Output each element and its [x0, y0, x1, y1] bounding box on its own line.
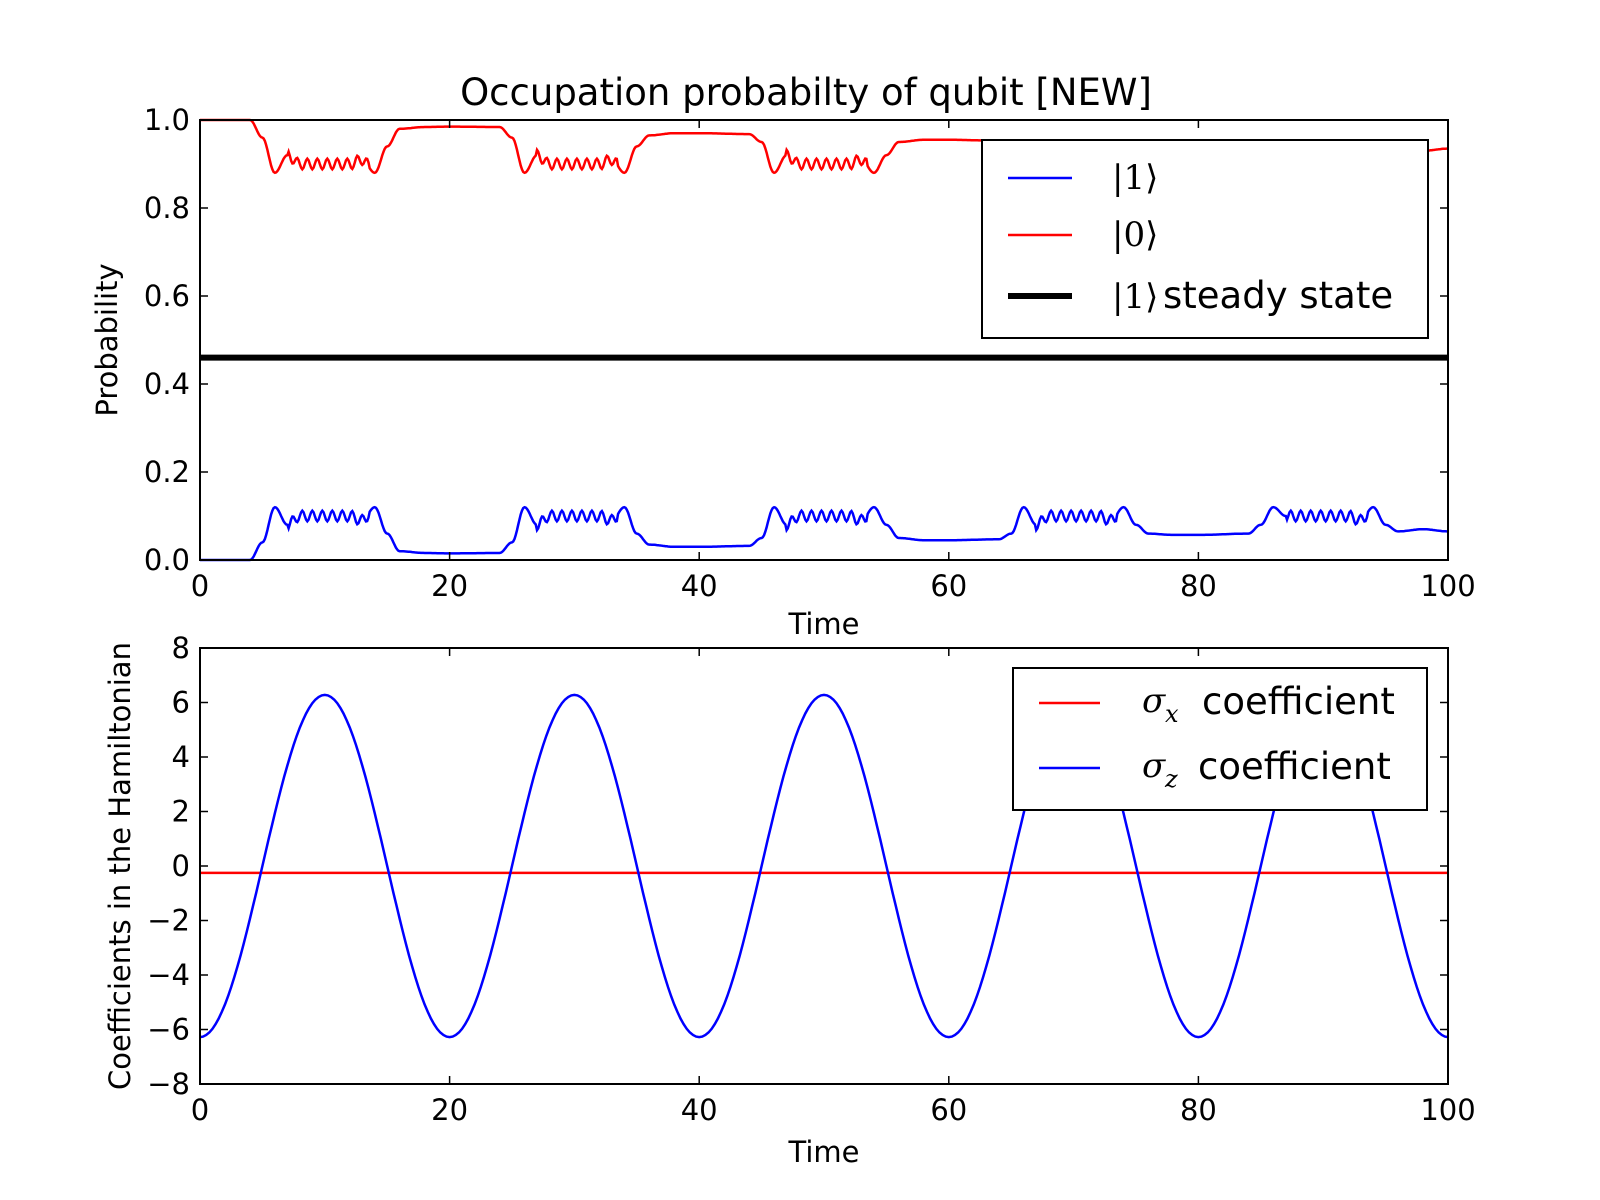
legend-sigma-x-symbol: σ	[1142, 681, 1166, 721]
hamiltonian-panel: 0 20 40 60 80 100 −8 −6 −4 −2 0 2 4 6 8 Time Coefficie…	[103, 631, 1476, 1169]
x-tick-label: 100	[1420, 569, 1475, 603]
x-tick-label: 0	[191, 1093, 209, 1127]
legend-label-steady-text: steady state	[1163, 274, 1393, 317]
probability-axes-frame	[199, 119, 1449, 561]
y-tick-label: 0.0	[144, 543, 190, 577]
x-tick-label: 40	[681, 1093, 718, 1127]
hamiltonian-legend-box	[1012, 667, 1428, 811]
hamiltonian-series-group	[199, 693, 1449, 1039]
y-tick-label: 0.2	[144, 455, 190, 489]
legend-label-ket0: |0⟩	[1112, 215, 1158, 255]
probability-y-axis-label: Probability	[90, 263, 124, 416]
y-tick-label: −2	[147, 904, 190, 938]
x-tick-label: 60	[930, 1093, 967, 1127]
hamiltonian-y-axis-label: Coefficients in the Hamiltonian	[103, 642, 137, 1090]
x-tick-label: 60	[930, 569, 967, 603]
x-tick-label: 20	[431, 569, 468, 603]
hamiltonian-ticks: 0 20 40 60 80 100 −8 −6 −4 −2 0 2 4 6 8	[147, 631, 1475, 1127]
y-tick-label: 1.0	[144, 103, 190, 137]
probability-panel: Occupation probabilty of qubit [NEW] 0 20…	[90, 71, 1476, 641]
probability-legend-box	[981, 139, 1429, 339]
x-tick-label: 0	[191, 569, 209, 603]
x-tick-label: 80	[1180, 1093, 1217, 1127]
y-tick-label: 0.8	[144, 191, 190, 225]
probability-legend: |1⟩ |0⟩ |1⟩ steady state	[981, 139, 1429, 339]
x-tick-label: 80	[1180, 569, 1217, 603]
hamiltonian-legend: σ x coefficient σ z coefficient	[1012, 667, 1428, 811]
probability-x-axis-label: Time	[788, 607, 860, 641]
x-tick-label: 100	[1420, 1093, 1475, 1127]
legend-sigma-z-subscript: z	[1164, 765, 1178, 793]
y-tick-label: 6	[172, 686, 190, 720]
legend-label-steady-ket: |1⟩	[1112, 277, 1158, 317]
y-tick-label: −8	[147, 1067, 190, 1101]
y-tick-label: 8	[172, 631, 190, 665]
sigma-z-series-line	[199, 693, 1449, 1039]
y-tick-label: 2	[172, 795, 190, 829]
legend-sigma-x-text: coefficient	[1202, 680, 1395, 723]
hamiltonian-x-axis-label: Time	[788, 1135, 860, 1169]
chart-title: Occupation probabilty of qubit [NEW]	[460, 71, 1152, 114]
probability-ticks: 0 20 40 60 80 100 0.0 0.2 0.4 0.6 0.8 1.0	[144, 103, 1476, 603]
y-tick-label: 0.4	[144, 367, 190, 401]
y-tick-label: 0.6	[144, 279, 190, 313]
y-tick-label: −6	[147, 1013, 190, 1047]
ket1-series-line	[200, 505, 1448, 562]
legend-sigma-x-subscript: x	[1165, 700, 1179, 728]
y-tick-label: −4	[147, 958, 190, 992]
x-tick-label: 20	[431, 1093, 468, 1127]
legend-label-ket1: |1⟩	[1112, 158, 1158, 198]
y-tick-label: 4	[172, 740, 190, 774]
legend-sigma-z-text: coefficient	[1198, 745, 1391, 788]
x-tick-label: 40	[681, 569, 718, 603]
y-tick-label: 0	[172, 849, 190, 883]
legend-sigma-z-symbol: σ	[1142, 746, 1166, 786]
